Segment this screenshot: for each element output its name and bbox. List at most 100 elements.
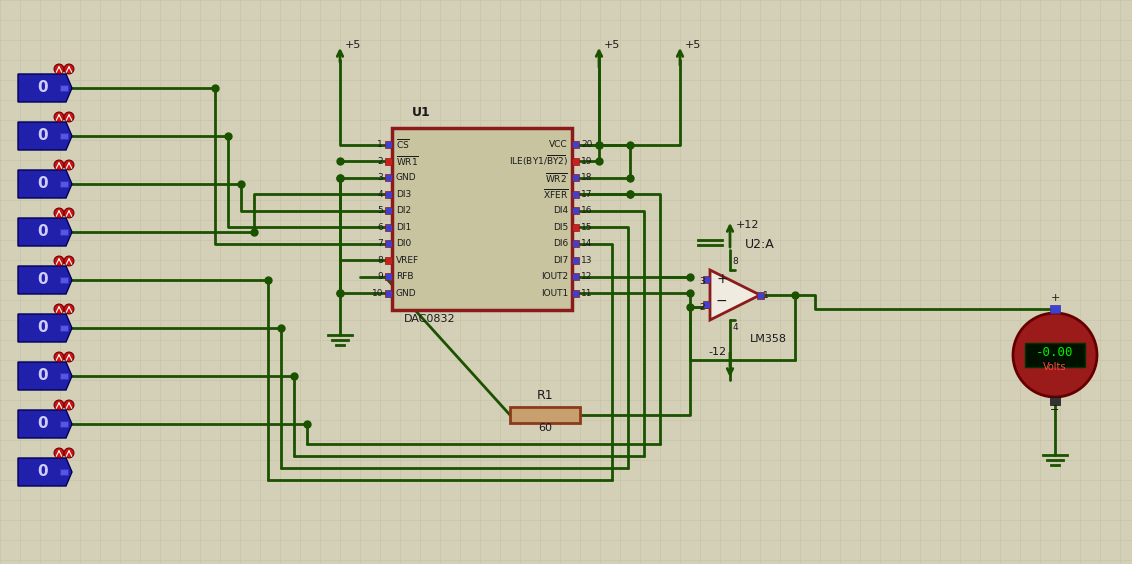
Circle shape xyxy=(65,400,74,410)
Circle shape xyxy=(54,352,65,362)
Text: DI5: DI5 xyxy=(552,223,568,232)
Bar xyxy=(385,257,392,264)
Text: +5: +5 xyxy=(685,40,702,50)
Text: 12: 12 xyxy=(581,272,592,281)
Text: 13: 13 xyxy=(581,256,592,265)
Bar xyxy=(385,141,392,148)
Circle shape xyxy=(54,304,65,314)
Bar xyxy=(385,191,392,197)
Text: R1: R1 xyxy=(537,389,554,402)
Text: VREF: VREF xyxy=(396,256,419,265)
Text: 0: 0 xyxy=(37,81,49,95)
Text: −: − xyxy=(717,294,728,308)
Bar xyxy=(385,274,392,280)
Text: 14: 14 xyxy=(581,239,592,248)
Text: +: + xyxy=(1050,293,1060,303)
Bar xyxy=(572,157,578,165)
Bar xyxy=(572,274,578,280)
Bar xyxy=(60,181,68,187)
Text: DI6: DI6 xyxy=(552,239,568,248)
Polygon shape xyxy=(18,218,72,246)
Circle shape xyxy=(54,112,65,122)
Text: 0: 0 xyxy=(37,320,49,336)
Polygon shape xyxy=(18,410,72,438)
Text: 8: 8 xyxy=(732,258,738,267)
Text: GND: GND xyxy=(396,173,417,182)
Text: DI1: DI1 xyxy=(396,223,411,232)
Text: 17: 17 xyxy=(581,190,592,199)
Text: +5: +5 xyxy=(345,40,361,50)
Bar xyxy=(756,292,763,298)
Circle shape xyxy=(54,400,65,410)
Polygon shape xyxy=(18,362,72,390)
Text: 1: 1 xyxy=(763,290,769,299)
Bar xyxy=(572,174,578,181)
Text: DI0: DI0 xyxy=(396,239,411,248)
Text: 16: 16 xyxy=(581,206,592,215)
Text: 1: 1 xyxy=(377,140,383,149)
Text: IOUT2: IOUT2 xyxy=(541,272,568,281)
Text: 10: 10 xyxy=(371,289,383,298)
Text: 0: 0 xyxy=(37,224,49,240)
Polygon shape xyxy=(18,314,72,342)
Text: U2:A: U2:A xyxy=(745,238,774,251)
Circle shape xyxy=(54,160,65,170)
Text: 0: 0 xyxy=(37,177,49,192)
Text: 2: 2 xyxy=(377,157,383,166)
Bar xyxy=(703,275,710,283)
Bar xyxy=(385,240,392,248)
Text: 0: 0 xyxy=(37,465,49,479)
Text: 6: 6 xyxy=(377,223,383,232)
Bar xyxy=(60,133,68,139)
Text: 4: 4 xyxy=(732,324,738,333)
Text: ILE(BY1/$\overline{\mathrm{BY2}}$): ILE(BY1/$\overline{\mathrm{BY2}}$) xyxy=(508,154,568,168)
Text: 5: 5 xyxy=(377,206,383,215)
Text: +12: +12 xyxy=(736,220,760,230)
Text: 0: 0 xyxy=(37,272,49,288)
Bar xyxy=(60,229,68,235)
Text: 0: 0 xyxy=(37,129,49,143)
Text: 19: 19 xyxy=(581,157,592,166)
Circle shape xyxy=(54,208,65,218)
Text: −: − xyxy=(1050,405,1060,415)
Bar xyxy=(60,325,68,331)
Text: Volts: Volts xyxy=(1044,362,1066,372)
Text: $\overline{\mathrm{WR1}}$: $\overline{\mathrm{WR1}}$ xyxy=(396,154,419,168)
Bar xyxy=(572,290,578,297)
Circle shape xyxy=(54,256,65,266)
Bar xyxy=(60,421,68,427)
Polygon shape xyxy=(18,458,72,486)
Text: $\overline{\mathrm{CS}}$: $\overline{\mathrm{CS}}$ xyxy=(396,138,410,152)
Text: 11: 11 xyxy=(581,289,592,298)
Bar xyxy=(1050,397,1060,405)
Circle shape xyxy=(65,304,74,314)
Bar xyxy=(703,301,710,307)
Polygon shape xyxy=(710,270,760,320)
Bar xyxy=(385,224,392,231)
Circle shape xyxy=(54,64,65,74)
Text: U1: U1 xyxy=(412,106,431,119)
Circle shape xyxy=(1013,313,1097,397)
Bar xyxy=(572,141,578,148)
Text: $\overline{\mathrm{WR2}}$: $\overline{\mathrm{WR2}}$ xyxy=(546,171,568,184)
Bar xyxy=(385,290,392,297)
Polygon shape xyxy=(18,266,72,294)
Bar xyxy=(385,157,392,165)
Bar xyxy=(60,373,68,379)
Text: IOUT1: IOUT1 xyxy=(541,289,568,298)
Text: 20: 20 xyxy=(581,140,592,149)
Circle shape xyxy=(65,64,74,74)
Circle shape xyxy=(65,256,74,266)
Text: LM358: LM358 xyxy=(751,334,787,344)
Circle shape xyxy=(65,352,74,362)
Text: 60: 60 xyxy=(538,423,552,433)
Bar xyxy=(392,128,572,310)
Bar xyxy=(1024,343,1084,367)
Text: 7: 7 xyxy=(377,239,383,248)
Bar xyxy=(572,207,578,214)
Circle shape xyxy=(65,112,74,122)
Text: DI7: DI7 xyxy=(552,256,568,265)
Circle shape xyxy=(54,448,65,458)
Text: $\overline{\mathrm{XFER}}$: $\overline{\mathrm{XFER}}$ xyxy=(542,187,568,201)
Bar xyxy=(1050,305,1060,313)
